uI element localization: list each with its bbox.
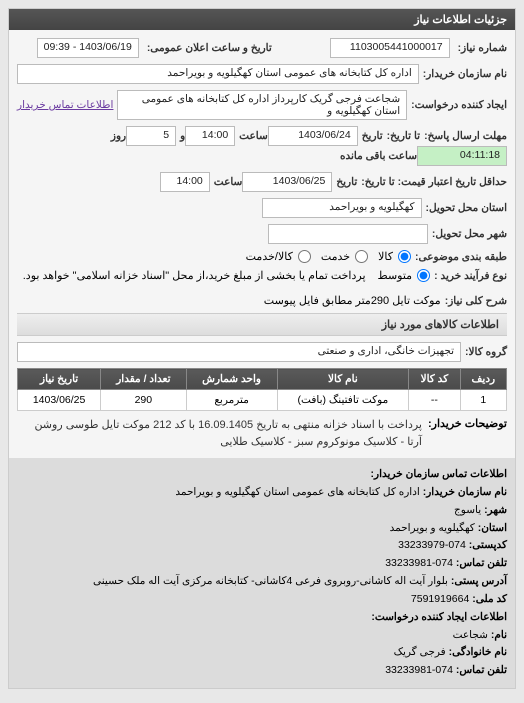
contact-state: استان: کهگیلویه و بویراحمد	[17, 520, 507, 538]
validity-date-value: 1403/06/25	[242, 172, 332, 192]
time-lbl-1: ساعت	[239, 130, 268, 142]
validity-time-value: 14:00	[160, 172, 210, 192]
remain-lbl: ساعت باقی مانده	[340, 150, 417, 162]
announce-datetime-value: 1403/06/19 - 09:39	[37, 38, 139, 58]
radio-both-input[interactable]	[298, 250, 311, 263]
radio-mid[interactable]: متوسط	[378, 269, 431, 282]
td-qty: 290	[101, 390, 186, 411]
delivery-state-value: کهگیلویه و بویراحمد	[262, 198, 422, 218]
time-lbl-2: ساعت	[214, 176, 243, 188]
delivery-city-label: شهر محل تحویل:	[432, 228, 507, 240]
td-name: موکت تافتینگ (بافت)	[277, 390, 408, 411]
delivery-state-label: استان محل تحویل:	[426, 202, 507, 214]
delivery-city-value	[268, 224, 428, 244]
panel-title: جزئیات اطلاعات نیاز	[9, 9, 515, 30]
contact-post: کدپستی: 074-33233979	[17, 537, 507, 555]
deadline-to-label: تا تاریخ:	[387, 130, 420, 142]
remain-time-value: 04:11:18	[417, 146, 507, 166]
radio-service[interactable]: خدمت	[321, 250, 368, 263]
th-row: ردیف	[460, 369, 506, 390]
buyer-notes-value: پرداخت با اسناد خزانه منتهی به تاریخ 16.…	[17, 417, 422, 450]
td-unit: مترمربع	[186, 390, 277, 411]
contact-header: اطلاعات تماس سازمان خریدار:	[17, 466, 507, 484]
radio-both[interactable]: کالا/خدمت	[246, 250, 311, 263]
creator-name: نام: شجاعت	[17, 627, 507, 645]
td-need-date: 1403/06/25	[18, 390, 101, 411]
th-need-date: تاریخ نیاز	[18, 369, 101, 390]
need-no-label: شماره نیاز:	[458, 42, 507, 54]
radio-mid-label: متوسط	[378, 269, 413, 282]
th-qty: تعداد / مقدار	[101, 369, 186, 390]
table-row: 1 -- موکت تافتینگ (بافت) مترمربع 290 140…	[18, 390, 507, 411]
radio-service-label: خدمت	[321, 250, 350, 263]
deadline-label: مهلت ارسال پاسخ:	[424, 130, 507, 142]
creator-family: نام خانوادگی: فرجی گریک	[17, 644, 507, 662]
th-name: نام کالا	[277, 369, 408, 390]
validity-label: حداقل تاریخ اعتبار قیمت: تا تاریخ:	[361, 176, 507, 188]
radio-goods-input[interactable]	[398, 250, 411, 263]
buyer-name-value: اداره کل کتابخانه های عمومی استان کهگیلو…	[17, 64, 419, 84]
creator-header-line: اطلاعات ایجاد کننده درخواست:	[17, 609, 507, 627]
date-lbl-1: تاریخ	[362, 130, 383, 142]
panel-body: شماره نیاز: 1103005441000017 تاریخ و ساع…	[9, 30, 515, 458]
goods-info-header: اطلاعات کالاهای مورد نیاز	[17, 313, 507, 336]
remain-days-value: 5	[126, 126, 176, 146]
contact-nat: کد ملی: 7591919664	[17, 591, 507, 609]
contact-city: شهر: یاسوج	[17, 502, 507, 520]
td-code: --	[409, 390, 461, 411]
category-label: طبقه بندی موضوعی:	[415, 251, 507, 263]
radio-service-input[interactable]	[355, 250, 368, 263]
goods-table: ردیف کد کالا نام کالا واحد شمارش تعداد /…	[17, 368, 507, 411]
process-desc: پرداخت تمام یا بخشی از مبلغ خرید،از محل …	[23, 269, 366, 282]
contact-org: نام سازمان خریدار: اداره کل کتابخانه های…	[17, 484, 507, 502]
announce-datetime-label: تاریخ و ساعت اعلان عمومی:	[147, 42, 272, 54]
creator-phone: تلفن تماس: 074-33233981	[17, 662, 507, 680]
process-type-label: نوع فرآیند خرید :	[434, 270, 507, 282]
need-no-value: 1103005441000017	[330, 38, 450, 58]
td-row: 1	[460, 390, 506, 411]
buyer-contact-link[interactable]: اطلاعات تماس خریدار	[17, 99, 113, 111]
goods-group-value: تجهیزات خانگی، اداری و صنعتی	[17, 342, 461, 362]
creator-value: شجاعت فرجی گریک کارپرداز اداره کل کتابخا…	[117, 90, 407, 120]
deadline-date-value: 1403/06/24	[268, 126, 358, 146]
date-lbl-2: تاریخ	[336, 176, 357, 188]
day-unit: روز	[111, 130, 126, 142]
need-title-label: شرح کلی نیاز:	[445, 295, 507, 307]
contact-block: اطلاعات تماس سازمان خریدار: نام سازمان خ…	[9, 458, 515, 688]
table-header-row: ردیف کد کالا نام کالا واحد شمارش تعداد /…	[18, 369, 507, 390]
category-radio-group: کالا خدمت کالا/خدمت	[246, 250, 411, 263]
deadline-time-value: 14:00	[185, 126, 235, 146]
creator-label: ایجاد کننده درخواست:	[411, 99, 507, 111]
th-unit: واحد شمارش	[186, 369, 277, 390]
days-lbl: و	[180, 130, 185, 142]
th-code: کد کالا	[409, 369, 461, 390]
contact-phone: تلفن تماس: 074-33233981	[17, 555, 507, 573]
radio-mid-input[interactable]	[417, 269, 430, 282]
radio-goods[interactable]: کالا	[378, 250, 411, 263]
buyer-name-label: نام سازمان خریدار:	[423, 68, 507, 80]
radio-both-label: کالا/خدمت	[246, 250, 293, 263]
need-details-panel: جزئیات اطلاعات نیاز شماره نیاز: 11030054…	[8, 8, 516, 689]
buyer-notes-label: توضیحات خریدار:	[428, 417, 507, 450]
goods-group-label: گروه کالا:	[465, 346, 507, 358]
need-title-value: موکت تایل 290متر مطابق فایل پیوست	[264, 294, 441, 307]
radio-goods-label: کالا	[378, 250, 393, 263]
